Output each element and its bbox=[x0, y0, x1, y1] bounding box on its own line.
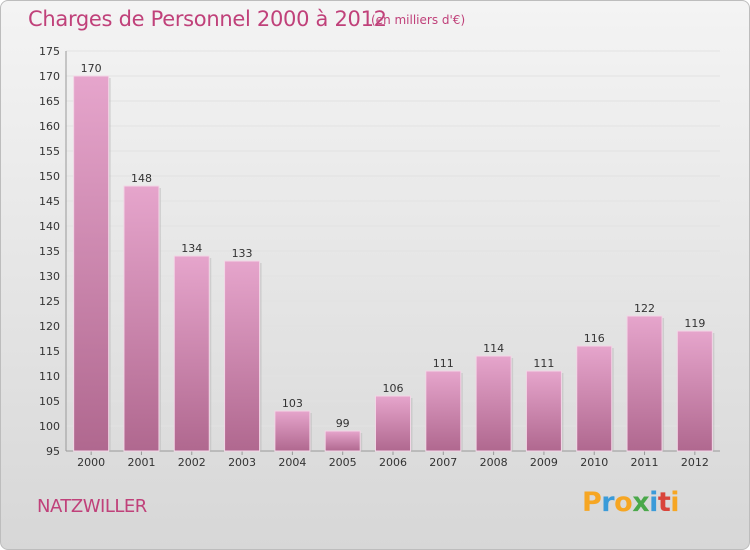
bar-value-label: 111 bbox=[433, 357, 454, 370]
y-tick-label: 165 bbox=[39, 95, 60, 108]
x-tick-label: 2006 bbox=[379, 456, 407, 469]
y-tick-label: 140 bbox=[39, 220, 60, 233]
logo-letter: o bbox=[614, 487, 633, 518]
bar-value-label: 106 bbox=[383, 382, 404, 395]
y-tick-label: 155 bbox=[39, 145, 60, 158]
logo-letter: i bbox=[649, 487, 658, 518]
x-tick-label: 2007 bbox=[429, 456, 457, 469]
x-tick-label: 2004 bbox=[278, 456, 306, 469]
logo-letter: x bbox=[632, 487, 650, 518]
x-tick-label: 2000 bbox=[77, 456, 105, 469]
y-tick-label: 110 bbox=[39, 370, 60, 383]
bar bbox=[375, 395, 411, 452]
y-tick-label: 175 bbox=[39, 45, 60, 58]
x-tick-label: 2011 bbox=[631, 456, 659, 469]
bar bbox=[576, 345, 613, 452]
bar-value-label: 170 bbox=[81, 62, 102, 75]
x-tick-label: 2009 bbox=[530, 456, 558, 469]
bar-value-label: 133 bbox=[232, 247, 253, 260]
y-tick-label: 95 bbox=[46, 445, 60, 458]
y-tick-label: 135 bbox=[39, 245, 60, 258]
labels: 170 148 134 133 103 99 106 111 114 111 116 122 119 bbox=[81, 62, 706, 430]
bar bbox=[626, 315, 663, 452]
y-tick-label: 100 bbox=[39, 420, 60, 433]
bar-value-label: 134 bbox=[181, 242, 202, 255]
bar bbox=[525, 370, 562, 452]
y-tick-label: 170 bbox=[39, 70, 60, 83]
bar bbox=[475, 355, 512, 452]
bar-value-label: 114 bbox=[483, 342, 504, 355]
bar bbox=[676, 330, 713, 452]
bar-value-label: 111 bbox=[533, 357, 554, 370]
bar bbox=[224, 260, 261, 452]
y-tick-label: 105 bbox=[39, 395, 60, 408]
bar-value-label: 119 bbox=[684, 317, 705, 330]
x-tick-label: 2012 bbox=[681, 456, 709, 469]
bar-value-label: 148 bbox=[131, 172, 152, 185]
y-tick-label: 125 bbox=[39, 295, 60, 308]
bar bbox=[324, 430, 361, 452]
y-tick-label: 130 bbox=[39, 270, 60, 283]
x-tick-label: 2005 bbox=[329, 456, 357, 469]
proxiti-logo[interactable]: Proxiti bbox=[582, 487, 680, 518]
bar-value-label: 122 bbox=[634, 302, 655, 315]
y-tick-label: 115 bbox=[39, 345, 60, 358]
x-tick-label: 2010 bbox=[580, 456, 608, 469]
y-tick-label: 145 bbox=[39, 195, 60, 208]
logo-letter: P bbox=[582, 487, 602, 518]
bar-value-label: 116 bbox=[584, 332, 605, 345]
bar bbox=[123, 185, 160, 452]
logo-letter: t bbox=[657, 487, 671, 518]
x-tick-label: 2001 bbox=[127, 456, 155, 469]
bar bbox=[274, 410, 311, 452]
bar-value-label: 99 bbox=[336, 417, 350, 430]
bars bbox=[73, 75, 715, 452]
chart-title: Charges de Personnel 2000 à 2012 bbox=[28, 7, 387, 31]
y-tick-label: 120 bbox=[39, 320, 60, 333]
x-tick-label: 2002 bbox=[178, 456, 206, 469]
y-tick-label: 150 bbox=[39, 170, 60, 183]
bar bbox=[173, 255, 210, 452]
logo-letter: r bbox=[601, 487, 615, 518]
chart-subtitle: (en milliers d'€) bbox=[371, 13, 466, 27]
axes: 95 100 105 110 115 120 125 130 135 140 145 150 155 16… bbox=[39, 45, 720, 469]
bar bbox=[73, 75, 110, 452]
bar-value-label: 103 bbox=[282, 397, 303, 410]
commune-name: NATZWILLER bbox=[37, 496, 147, 517]
bar bbox=[425, 370, 462, 452]
x-tick-label: 2003 bbox=[228, 456, 256, 469]
logo-letter: i bbox=[670, 487, 680, 518]
x-tick-label: 2008 bbox=[480, 456, 508, 469]
y-tick-label: 160 bbox=[39, 120, 60, 133]
